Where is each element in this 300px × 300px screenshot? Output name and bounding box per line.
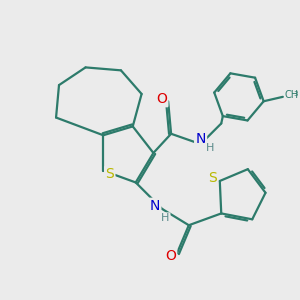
Text: H: H [206,142,214,153]
Text: S: S [105,167,114,181]
Text: H: H [161,213,170,224]
Text: N: N [150,199,160,213]
Text: O: O [165,249,176,263]
Text: O: O [156,92,167,106]
Text: N: N [195,132,206,146]
Text: CH: CH [284,90,298,100]
Text: S: S [208,171,217,185]
Text: 3: 3 [294,92,298,98]
